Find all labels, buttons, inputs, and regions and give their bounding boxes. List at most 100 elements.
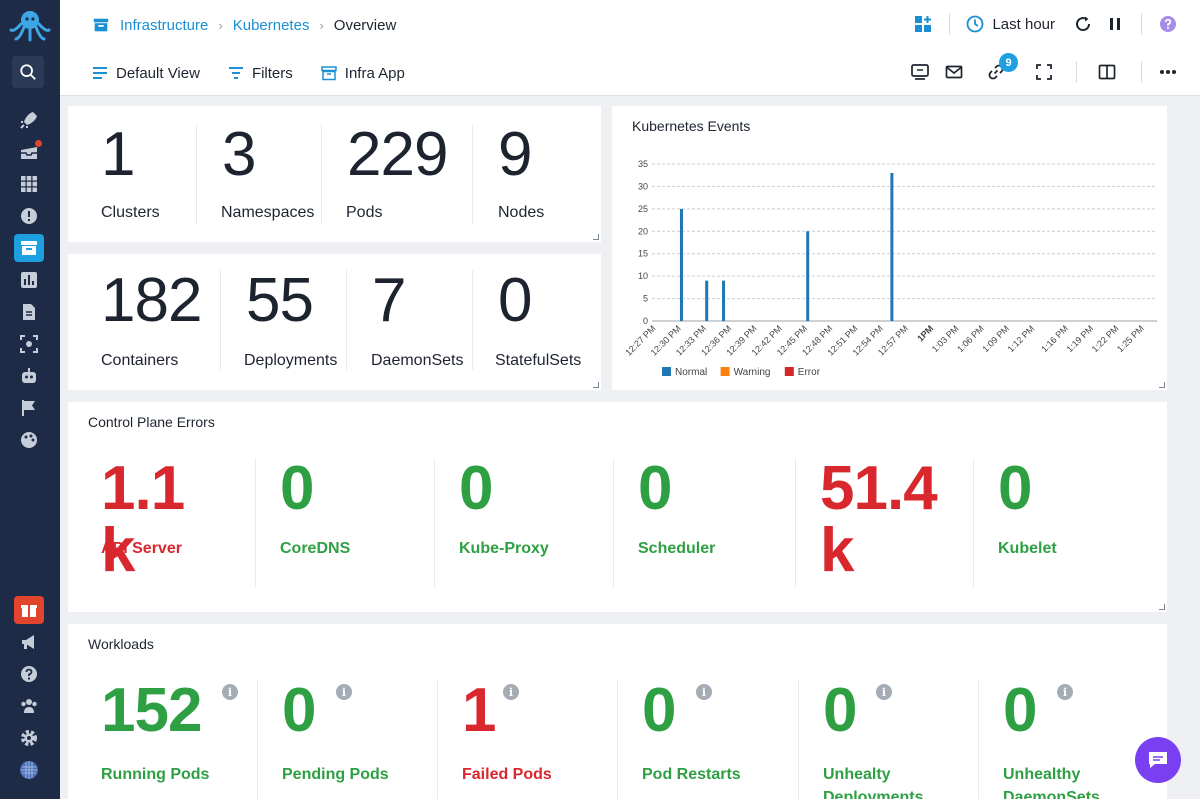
filters-button[interactable]: Filters: [228, 65, 293, 82]
event-bar[interactable]: [679, 208, 683, 321]
sidebar-item-gift[interactable]: [14, 596, 44, 624]
legend-swatch: [662, 367, 671, 376]
chat-icon: [1149, 752, 1167, 768]
stat-containers[interactable]: 182: [101, 270, 202, 332]
sidebar-search-button[interactable]: [12, 56, 44, 88]
divider: [472, 124, 473, 224]
sidebar-item-reports[interactable]: [14, 394, 44, 422]
help-icon: [21, 666, 37, 682]
breadcrumb-infrastructure[interactable]: Infrastructure: [120, 16, 209, 34]
help-button[interactable]: [1158, 14, 1178, 34]
legend-swatch: [720, 367, 730, 376]
info-icon[interactable]: i: [222, 684, 238, 700]
resize-handle[interactable]: [1159, 382, 1165, 388]
control-plane-label: Kubelet: [998, 540, 1057, 557]
stat-clusters[interactable]: 1: [101, 124, 135, 186]
control-plane-value[interactable]: 0: [280, 454, 314, 523]
event-bar[interactable]: [705, 280, 709, 321]
stat-deployments[interactable]: 55: [246, 270, 314, 332]
resize-handle[interactable]: [593, 382, 599, 388]
workload-label: Pod Restarts: [642, 766, 741, 783]
control-plane-value[interactable]: 0: [998, 454, 1032, 523]
sidebar-item-apps[interactable]: [14, 170, 44, 198]
stat-pods[interactable]: 229: [347, 124, 448, 186]
time-range-picker[interactable]: Last hour: [966, 15, 1055, 33]
workload-label: Pending Pods: [282, 766, 389, 783]
event-bar[interactable]: [890, 172, 894, 321]
document-icon: [23, 304, 35, 320]
sidebar-item-alerts[interactable]: [14, 202, 44, 230]
pause-button[interactable]: [1105, 14, 1125, 34]
control-plane-value[interactable]: 51.4 k: [820, 454, 938, 585]
search-icon: [20, 64, 36, 80]
fullscreen-button[interactable]: [1034, 62, 1054, 82]
resize-handle[interactable]: [1159, 604, 1165, 610]
divider: [437, 680, 438, 799]
info-icon[interactable]: i: [696, 684, 712, 700]
email-report-button[interactable]: [944, 62, 964, 82]
links-button[interactable]: 9: [986, 53, 1018, 82]
info-icon[interactable]: i: [1057, 684, 1073, 700]
breadcrumb-kubernetes[interactable]: Kubernetes: [232, 16, 310, 34]
filters-label: Filters: [251, 64, 293, 82]
divider: [613, 458, 614, 588]
infra-app-button[interactable]: Infra App: [321, 65, 405, 82]
sidebar-item-settings[interactable]: [14, 724, 44, 752]
control-plane-value[interactable]: 0: [638, 454, 672, 523]
sidebar-item-account[interactable]: [14, 756, 44, 784]
stat-daemonsets[interactable]: 7: [372, 270, 406, 332]
stat-label: Pods: [346, 204, 383, 221]
stat-nodes[interactable]: 9: [498, 124, 532, 186]
sidebar-item-dashboards[interactable]: [14, 266, 44, 294]
robot-icon: [22, 368, 36, 383]
stat-label: DaemonSets: [371, 352, 464, 369]
sidebar-item-themes[interactable]: [14, 426, 44, 454]
tv-mode-button[interactable]: [910, 62, 930, 82]
x-tick-label: 1:09 PM: [980, 323, 1011, 354]
default-view-button[interactable]: Default View: [92, 65, 200, 82]
stat-label: Namespaces: [221, 204, 315, 221]
sidebar-item-infrastructure[interactable]: [14, 234, 44, 262]
info-icon[interactable]: i: [503, 684, 519, 700]
sidebar-item-logs[interactable]: [14, 298, 44, 326]
octopus-logo-icon[interactable]: [8, 6, 52, 46]
legend-label[interactable]: Warning: [734, 367, 771, 378]
control-plane-label: API Server: [101, 540, 182, 557]
panel-toggle-button[interactable]: [1097, 62, 1117, 82]
workload-value[interactable]: 1: [462, 676, 496, 745]
chart-title: Kubernetes Events: [632, 118, 751, 134]
control-plane-value[interactable]: 0: [459, 454, 493, 523]
info-icon[interactable]: i: [336, 684, 352, 700]
stat-statefulsets[interactable]: 0: [498, 270, 532, 332]
workload-value[interactable]: 0: [642, 676, 676, 745]
sidebar-item-team[interactable]: [14, 692, 44, 720]
control-plane-value[interactable]: 1.1 k: [101, 454, 185, 585]
workload-value[interactable]: 0: [282, 676, 316, 745]
workload-value[interactable]: 0: [1003, 676, 1037, 745]
stat-label: StatefulSets: [495, 352, 582, 369]
event-bar[interactable]: [806, 231, 810, 321]
mail-icon: [945, 65, 963, 79]
sidebar-item-scan[interactable]: [14, 330, 44, 358]
stat-namespaces[interactable]: 3: [222, 124, 256, 186]
more-options-button[interactable]: [1158, 62, 1178, 82]
info-icon[interactable]: i: [876, 684, 892, 700]
workload-label: Failed Pods: [462, 766, 552, 783]
sidebar-item-bots[interactable]: [14, 362, 44, 390]
sidebar-item-help[interactable]: [14, 660, 44, 688]
legend-label[interactable]: Error: [798, 367, 821, 378]
workload-value[interactable]: 0: [823, 676, 857, 745]
chat-button[interactable]: [1135, 737, 1181, 783]
refresh-button[interactable]: [1073, 14, 1093, 34]
divider: [434, 458, 435, 588]
legend-label[interactable]: Normal: [675, 367, 707, 378]
sidebar-item-getting-started[interactable]: [14, 106, 44, 134]
sidebar-item-announcements[interactable]: [14, 628, 44, 656]
sidebar-item-inbox[interactable]: [14, 138, 44, 166]
y-tick-label: 20: [638, 226, 648, 236]
widgets-button[interactable]: [913, 14, 933, 34]
event-bar[interactable]: [722, 280, 726, 321]
chevron-right-icon: ›: [218, 17, 223, 33]
workload-value[interactable]: 152: [101, 676, 202, 745]
resize-handle[interactable]: [593, 234, 599, 240]
